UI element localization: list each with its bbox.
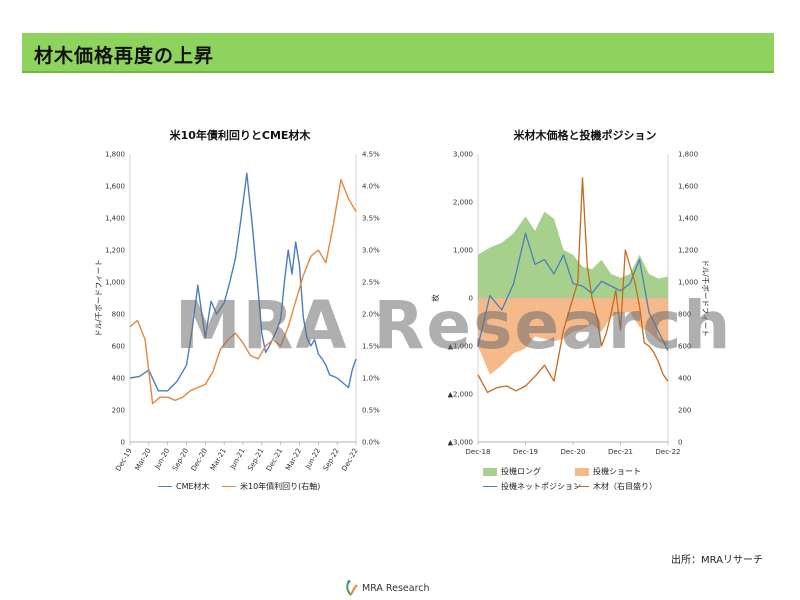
left-chart-title: 米10年債利回りとCME材木	[169, 129, 311, 142]
area-spec-short	[478, 298, 668, 375]
y2-tick-label: 1,000	[678, 279, 698, 287]
y2-tick-label: 2.5%	[362, 279, 380, 287]
y2-tick-label: 2.0%	[362, 311, 380, 319]
x-tick-label: Dec-19	[513, 448, 538, 456]
mra-logo-icon	[346, 580, 358, 596]
legend-swatch-blue	[483, 486, 497, 487]
legend-label: 投機ロング	[501, 467, 541, 476]
y-tick-label: ▲1,000	[448, 343, 473, 351]
legend-label: CME材木	[176, 482, 210, 491]
y-tick-label: 400	[112, 375, 125, 383]
legend-item-cme-lumber: CME材木	[158, 481, 210, 492]
x-tick-label: Dec-20	[561, 448, 586, 456]
legend-swatch-orange	[222, 486, 236, 487]
y2-tick-label: 3.5%	[362, 215, 380, 223]
y-tick-label: 1,400	[105, 215, 125, 223]
y-tick-label: 1,600	[105, 183, 125, 191]
y-tick-label: 1,200	[105, 247, 125, 255]
y-tick-label: 600	[112, 343, 125, 351]
y-tick-label: 0	[469, 295, 473, 303]
legend-swatch-blue	[158, 486, 172, 487]
y2-tick-label: 1,600	[678, 183, 698, 191]
y-axis-title: ドル/千ボードフィート	[93, 259, 103, 336]
legend-swatch-green	[483, 467, 497, 476]
y2-tick-label: 4.5%	[362, 151, 380, 159]
y-tick-label: 800	[112, 311, 125, 319]
y-axis-title: 枚	[430, 294, 440, 302]
y-tick-label: ▲3,000	[448, 439, 473, 447]
legend-item-lumber-right: 木材（右目盛り）	[575, 481, 657, 492]
right-chart-title: 米材木価格と投機ポジション	[513, 129, 657, 142]
series-line-spec-net	[477, 232, 669, 352]
y2-tick-label: 800	[678, 311, 691, 319]
footer-logo-text: MRA Research	[362, 582, 430, 594]
y2-tick-label: 400	[678, 375, 691, 383]
legend-label: 木材（右目盛り）	[593, 482, 657, 491]
legend-swatch-brown	[575, 486, 589, 487]
y-tick-label: 2,000	[453, 199, 473, 207]
y-tick-label: 1,000	[453, 247, 473, 255]
y2-tick-label: 600	[678, 343, 691, 351]
y2-tick-label: 4.0%	[362, 183, 380, 191]
y-tick-label: 0	[121, 439, 125, 447]
x-tick-label: Dec-21	[608, 448, 633, 456]
y-tick-label: ▲2,000	[448, 391, 473, 399]
y-tick-label: 3,000	[453, 151, 473, 159]
y2-tick-label: 1.0%	[362, 375, 380, 383]
y2-tick-label: 1,800	[678, 151, 698, 159]
y2-tick-label: 1,200	[678, 247, 698, 255]
y-tick-label: 1,000	[105, 279, 125, 287]
page-title: 材木価格再度の上昇	[34, 45, 215, 67]
header-bar: 材木価格再度の上昇	[22, 33, 774, 73]
y2-tick-label: 0	[678, 439, 682, 447]
y-tick-label: 200	[112, 407, 125, 415]
legend-item-spec-long: 投機ロング	[483, 466, 541, 477]
y2-axis-title: ドル/千ボードフィート	[701, 259, 711, 336]
x-tick-label: Dec-22	[656, 448, 681, 456]
series-line-lumber	[477, 177, 669, 394]
legend-item-spec-short: 投機ショート	[575, 466, 641, 477]
y2-tick-label: 200	[678, 407, 691, 415]
y2-tick-label: 0.0%	[362, 439, 380, 447]
y2-tick-label: 0.5%	[362, 407, 380, 415]
legend-item-us10y: 米10年債利回り(右軸)	[222, 481, 320, 492]
area-spec-long	[478, 211, 668, 298]
source-note: 出所：MRAリサーチ	[670, 555, 763, 566]
y2-tick-label: 1.5%	[362, 343, 380, 351]
y2-tick-label: 1,400	[678, 215, 698, 223]
footer-logo: MRA Research	[343, 578, 430, 598]
y-tick-label: 1,800	[105, 151, 125, 159]
series-line-cme-lumber	[129, 172, 357, 392]
series-line-us10y	[129, 178, 357, 405]
legend-item-spec-net: 投機ネットポジション	[483, 481, 581, 492]
x-tick-label: Dec-18	[466, 448, 491, 456]
legend-label: 投機ショート	[593, 467, 641, 476]
legend-label: 米10年債利回り(右軸)	[240, 482, 321, 491]
legend-label: 投機ネットポジション	[501, 482, 581, 491]
y2-tick-label: 3.0%	[362, 247, 380, 255]
legend-swatch-peach	[575, 467, 589, 476]
